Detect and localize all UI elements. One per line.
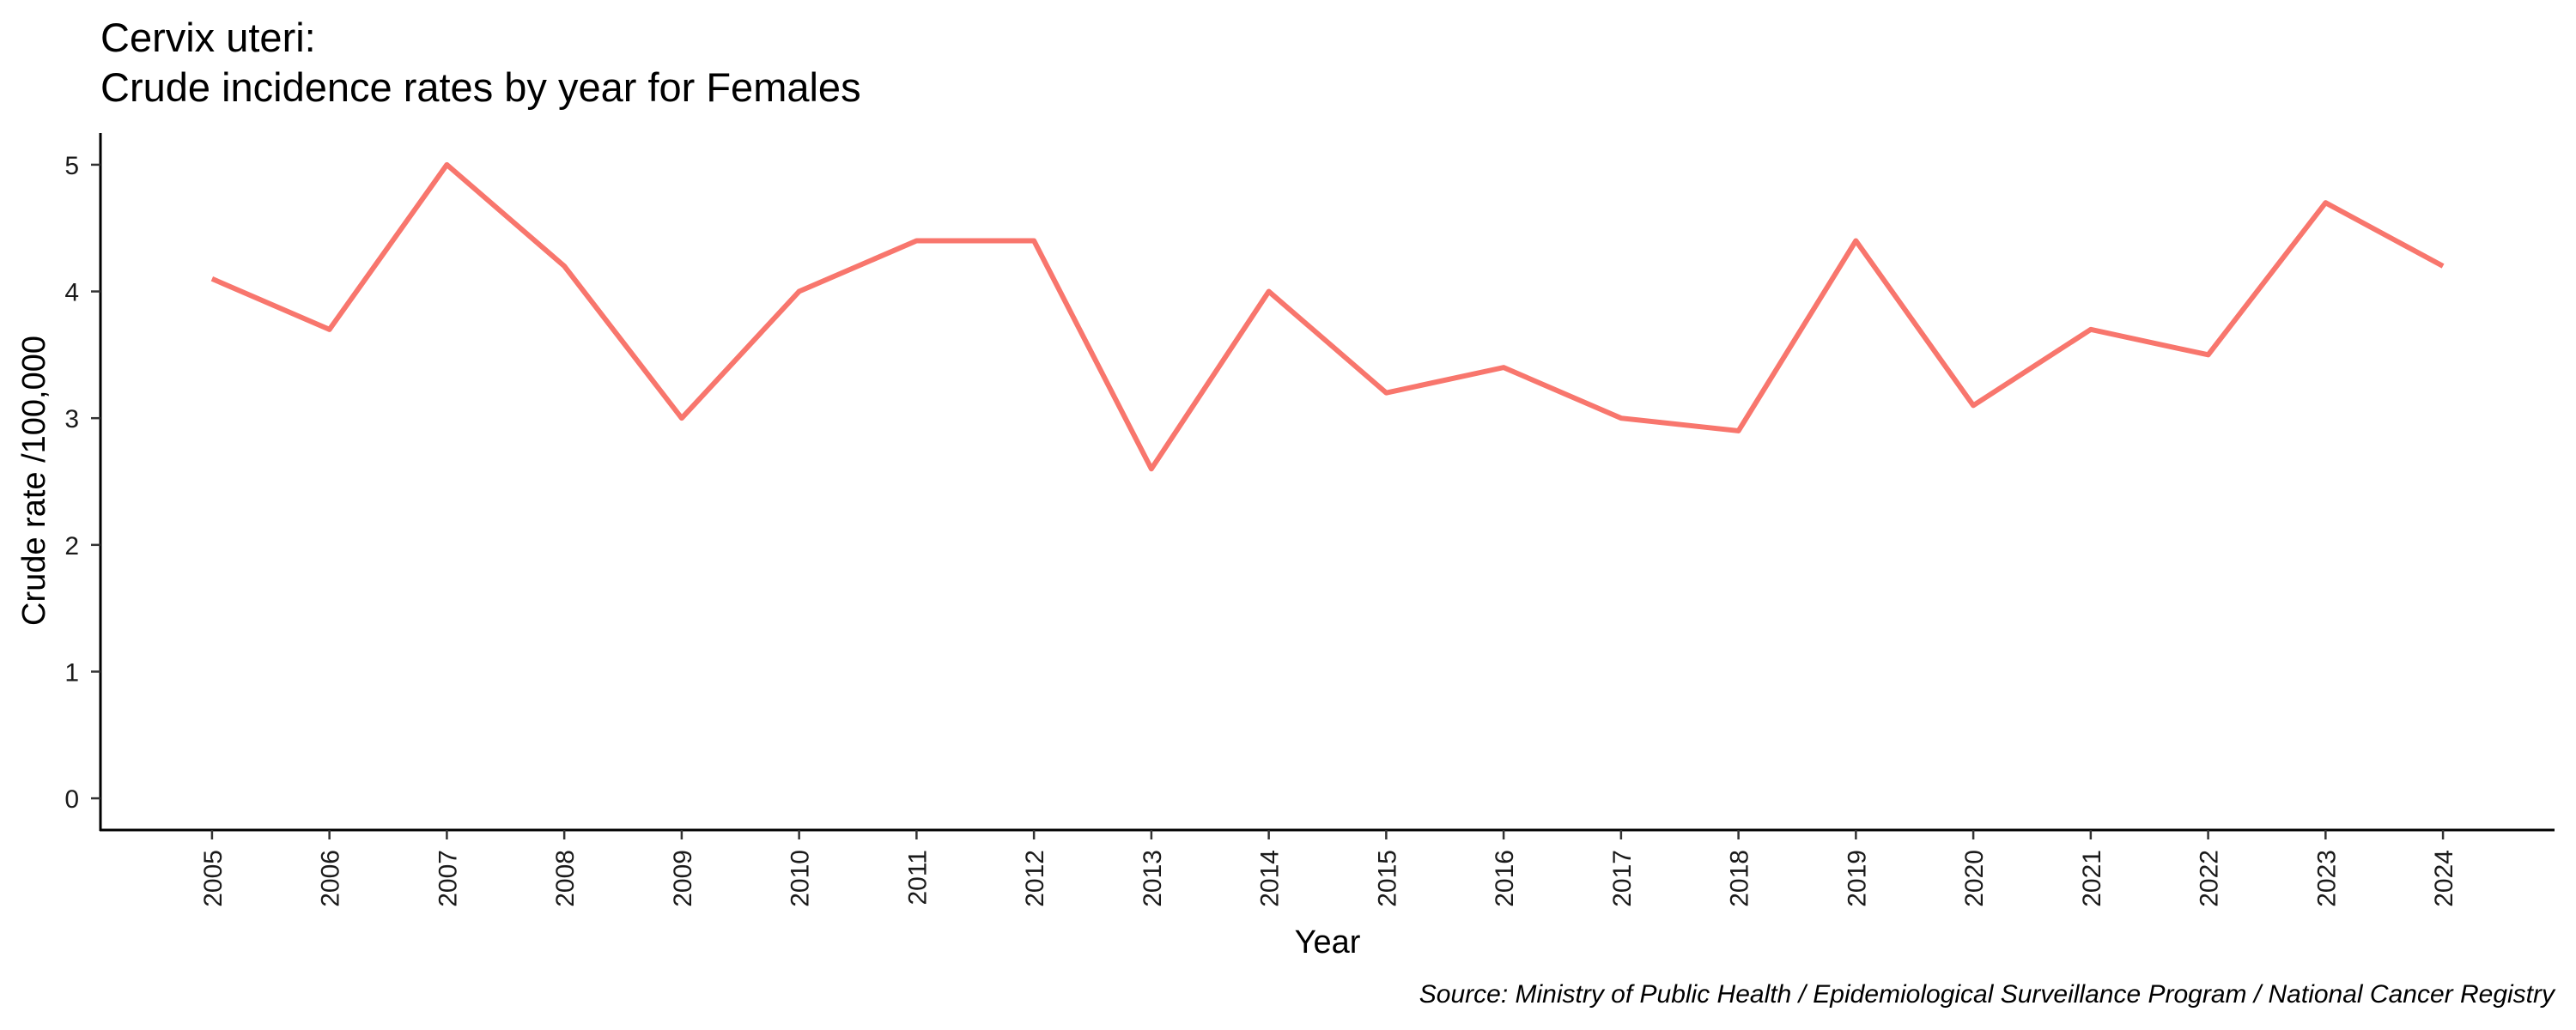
y-tick-label: 1 (64, 658, 79, 687)
y-tick-label: 4 (64, 279, 79, 307)
x-tick-label: 2016 (1491, 850, 1519, 907)
x-tick-label: 2024 (2430, 850, 2458, 907)
y-tick-label: 5 (64, 152, 79, 180)
x-tick-label: 2014 (1256, 850, 1285, 907)
chart-subtitle: Crude incidence rates by year for Female… (100, 64, 861, 110)
x-tick-label: 2011 (903, 850, 932, 906)
x-tick-label: 2020 (1960, 850, 1989, 907)
y-tick-label: 2 (64, 532, 79, 560)
x-tick-label: 2013 (1139, 850, 1167, 907)
x-tick-label: 2008 (551, 850, 580, 907)
y-tick-label: 3 (64, 405, 79, 433)
x-tick-label: 2009 (669, 850, 697, 907)
x-axis-title: Year (1295, 924, 1361, 960)
x-tick-label: 2010 (787, 850, 815, 907)
y-tick-label: 0 (64, 785, 79, 814)
x-tick-label: 2005 (199, 850, 228, 907)
x-tick-label: 2023 (2312, 850, 2341, 907)
caption: Source: Ministry of Public Health / Epid… (1419, 980, 2556, 1009)
x-tick-label: 2017 (1608, 850, 1637, 907)
x-tick-label: 2015 (1373, 850, 1401, 907)
x-tick-label: 2019 (1843, 850, 1871, 907)
y-axis-title: Crude rate /100,000 (16, 336, 52, 626)
x-tick-label: 2012 (1021, 850, 1049, 907)
data-line (210, 161, 2445, 472)
chart-title: Cervix uteri: (100, 15, 316, 60)
x-tick-label: 2006 (317, 850, 345, 907)
x-tick-label: 2022 (2196, 850, 2224, 907)
x-tick-label: 2021 (2078, 850, 2106, 907)
x-tick-label: 2007 (434, 850, 462, 907)
x-tick-label: 2018 (1726, 850, 1754, 907)
